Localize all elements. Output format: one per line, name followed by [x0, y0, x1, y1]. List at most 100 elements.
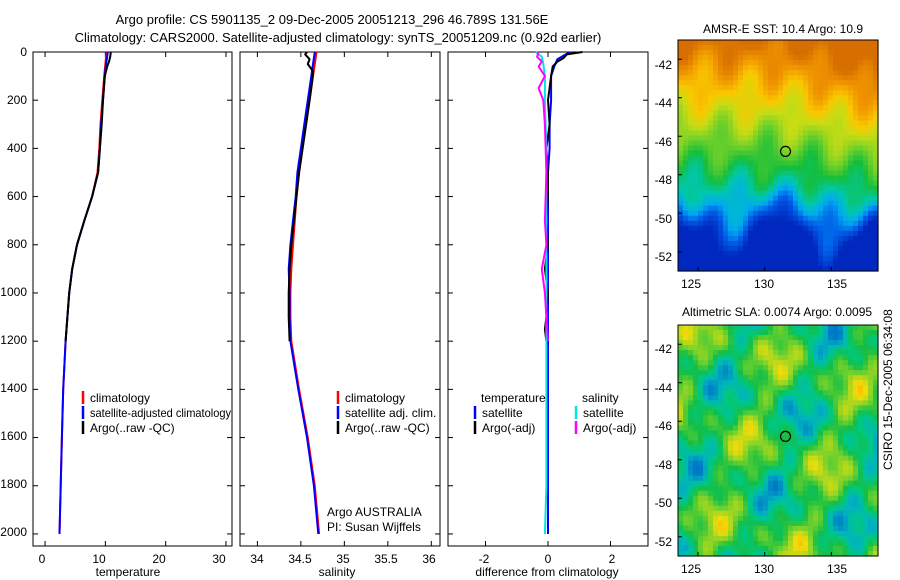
- heatmap-cell: [748, 455, 754, 462]
- heatmap-cell: [838, 540, 844, 547]
- heatmap-cell: [788, 340, 794, 346]
- heatmap-cell: [748, 380, 754, 386]
- heatmap-cell: [803, 130, 809, 137]
- heatmap-cell: [843, 510, 849, 517]
- heatmap-cell: [783, 230, 789, 237]
- heatmap-cell: [808, 180, 814, 187]
- heatmap-cell: [763, 100, 769, 106]
- heatmap-cell: [843, 200, 849, 207]
- heatmap-cell: [683, 535, 689, 542]
- heatmap-cell: [693, 515, 699, 522]
- heatmap-cell: [713, 530, 719, 537]
- heatmap-cell: [753, 360, 759, 366]
- heatmap-cell: [698, 385, 704, 391]
- heatmap-cell: [818, 140, 824, 147]
- heatmap-cell: [778, 255, 784, 262]
- heatmap-cell: [868, 240, 874, 247]
- heatmap-cell: [778, 470, 784, 477]
- heatmap-cell: [803, 160, 809, 167]
- heatmap-cell: [723, 345, 729, 351]
- heatmap-cell: [758, 120, 764, 126]
- heatmap-cell: [778, 465, 784, 472]
- heatmap-cell: [718, 500, 724, 507]
- heatmap-cell: [868, 180, 874, 187]
- heatmap-cell: [773, 265, 779, 272]
- heatmap-cell: [813, 90, 819, 96]
- heatmap-cell: [688, 175, 694, 182]
- heatmap-cell: [773, 40, 779, 46]
- heatmap-cell: [793, 440, 799, 447]
- heatmap-cell: [853, 100, 859, 106]
- heatmap-cell: [828, 355, 834, 361]
- heatmap-cell: [703, 170, 709, 177]
- heatmap-cell: [838, 125, 844, 131]
- heatmap-cell: [868, 245, 874, 252]
- heatmap-cell: [768, 335, 774, 341]
- heatmap-cell: [778, 340, 784, 346]
- heatmap-cell: [873, 485, 879, 492]
- heatmap-cell: [733, 465, 739, 472]
- heatmap-cell: [868, 210, 874, 217]
- heatmap-cell: [868, 90, 874, 96]
- heatmap-cell: [763, 160, 769, 167]
- heatmap-cell: [788, 70, 794, 76]
- heatmap-cell: [823, 60, 829, 66]
- heatmap-cell: [723, 460, 729, 467]
- heatmap-cell: [803, 410, 809, 416]
- heatmap-cell: [708, 515, 714, 522]
- heatmap-cell: [803, 375, 809, 381]
- heatmap-cell: [793, 215, 799, 222]
- heatmap-cell: [868, 545, 874, 552]
- series-line-salinity-argo-adj: [536, 51, 549, 342]
- heatmap-cell: [818, 410, 824, 416]
- heatmap-cell: [858, 485, 864, 492]
- heatmap-cell: [738, 410, 744, 416]
- heatmap-cell: [703, 150, 709, 157]
- heatmap-cell: [843, 505, 849, 512]
- heatmap-cell: [683, 70, 689, 76]
- heatmap-cell: [678, 140, 684, 147]
- heatmap-cell: [718, 255, 724, 262]
- heatmap-cell: [868, 465, 874, 472]
- heatmap-cell: [748, 85, 754, 91]
- heatmap-cell: [688, 200, 694, 207]
- heatmap-cell: [873, 360, 879, 366]
- heatmap-cell: [788, 500, 794, 507]
- heatmap-cell: [708, 470, 714, 477]
- heatmap-cell: [833, 195, 839, 202]
- heatmap-cell: [838, 145, 844, 152]
- heatmap-cell: [728, 60, 734, 66]
- heatmap-cell: [678, 490, 684, 497]
- heatmap-cell: [723, 130, 729, 137]
- heatmap-cell: [703, 405, 709, 411]
- heatmap-cell: [763, 235, 769, 242]
- heatmap-cell: [693, 345, 699, 351]
- heatmap-cell: [778, 105, 784, 111]
- heatmap-cell: [858, 325, 864, 331]
- heatmap-cell: [793, 85, 799, 91]
- heatmap-cell: [798, 250, 804, 257]
- heatmap-cell: [858, 185, 864, 192]
- heatmap-cell: [853, 145, 859, 152]
- heatmap-cell: [818, 490, 824, 497]
- heatmap-cell: [743, 65, 749, 71]
- heatmap-cell: [708, 205, 714, 212]
- heatmap-cell: [683, 105, 689, 111]
- heatmap-cell: [863, 405, 869, 411]
- heatmap-cell: [858, 515, 864, 522]
- heatmap-cell: [828, 225, 834, 232]
- heatmap-cell: [808, 105, 814, 111]
- heatmap-cell: [758, 175, 764, 182]
- heatmap-cell: [848, 380, 854, 386]
- heatmap-cell: [873, 325, 879, 331]
- heatmap-cell: [703, 355, 709, 361]
- heatmap-cell: [778, 110, 784, 116]
- heatmap-cell: [823, 100, 829, 106]
- heatmap-cell: [848, 200, 854, 207]
- heatmap-cell: [858, 480, 864, 487]
- heatmap-cell: [763, 470, 769, 477]
- heatmap-cell: [868, 375, 874, 381]
- heatmap-cell: [803, 445, 809, 452]
- heatmap-cell: [783, 185, 789, 192]
- heatmap-cell: [798, 265, 804, 272]
